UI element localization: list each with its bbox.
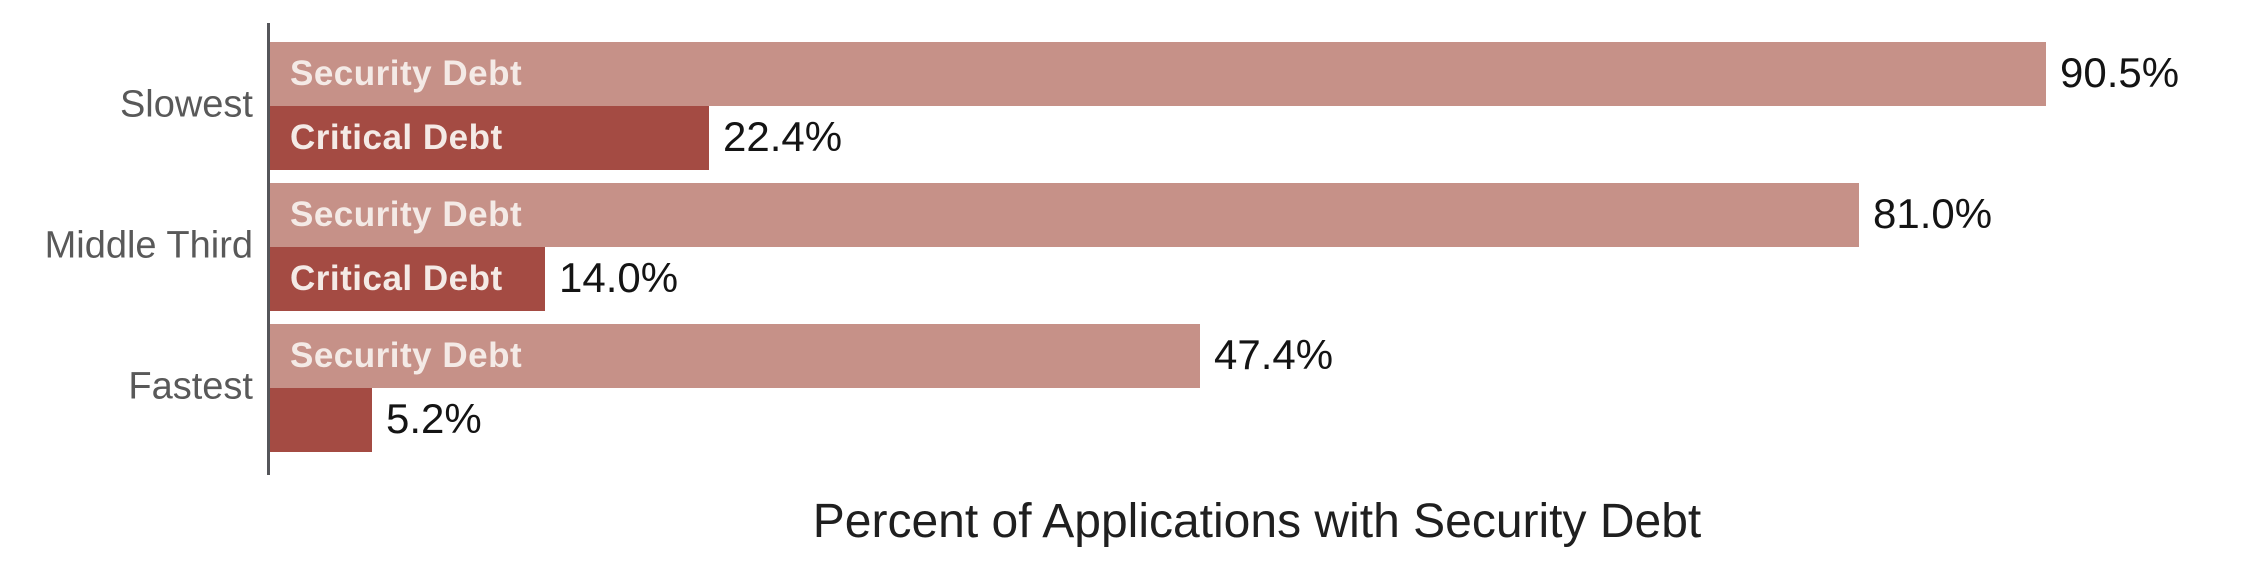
bar-middle-third-critical-debt: Critical Debt [270, 247, 545, 311]
category-label-fastest: Fastest [128, 365, 253, 408]
bar-series-label: Critical Debt [290, 259, 503, 298]
bar-middle-third-security-debt: Security Debt [270, 183, 1859, 247]
chart-title: Percent of Applications with Security De… [812, 495, 1702, 548]
category-label-slowest: Slowest [119, 83, 253, 126]
bar-value-label: 47.4% [1214, 331, 1334, 379]
bar-fastest-critical-debt [270, 388, 372, 452]
bar-value-label: 5.2% [386, 395, 482, 443]
bar-fastest-security-debt: Security Debt [270, 324, 1200, 388]
bar-series-label: Critical Debt [290, 118, 503, 157]
bar-slowest-security-debt: Security Debt [270, 42, 2046, 106]
y-axis-line [267, 23, 270, 475]
bar-value-label: 81.0% [1873, 190, 1993, 238]
bar-value-label: 22.4% [723, 113, 843, 161]
bar-series-label: Security Debt [290, 54, 523, 93]
bar-value-label: 14.0% [559, 254, 679, 302]
bar-series-label: Security Debt [290, 336, 523, 375]
bar-value-label: 90.5% [2060, 49, 2180, 97]
category-label-middle-third: Middle Third [44, 224, 253, 267]
bar-slowest-critical-debt: Critical Debt [270, 106, 709, 170]
bar-series-label: Security Debt [290, 195, 523, 234]
